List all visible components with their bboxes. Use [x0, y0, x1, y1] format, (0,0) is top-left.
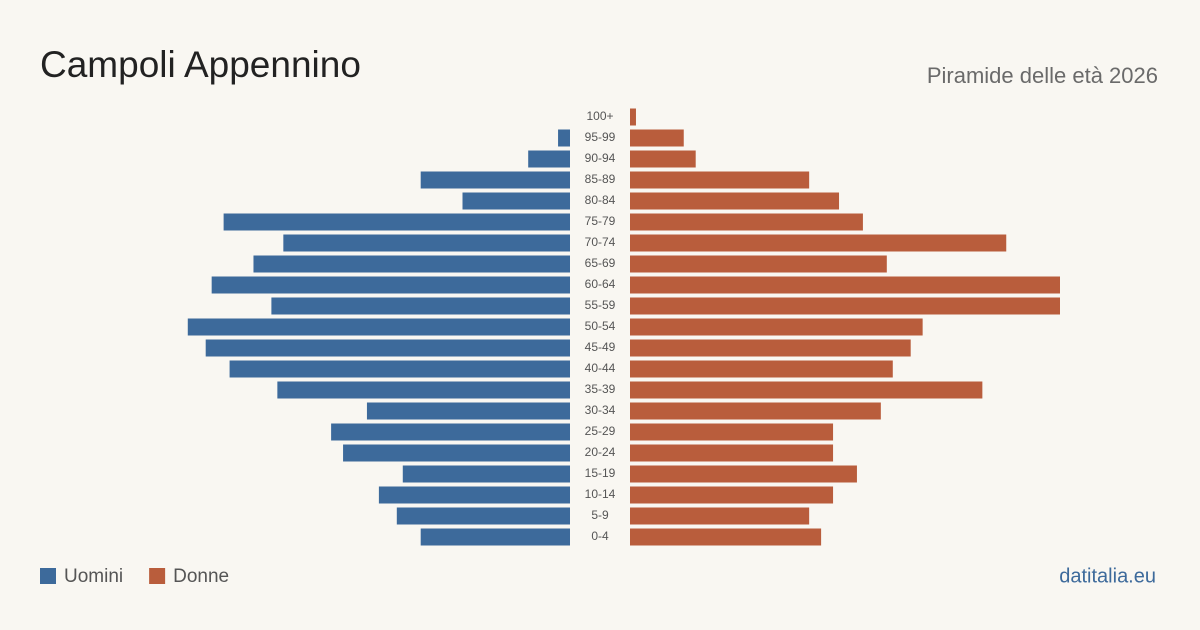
bar-men — [396, 507, 570, 525]
bar-women — [630, 192, 840, 210]
bar-women — [630, 297, 1060, 315]
chart-subtitle: Piramide delle età 2026 — [927, 63, 1158, 88]
age-label: 60-64 — [585, 277, 616, 291]
bar-men — [205, 339, 570, 357]
bar-women — [630, 486, 834, 504]
age-label: 20-24 — [585, 445, 616, 459]
bar-women — [630, 507, 810, 525]
bar-men — [229, 360, 571, 378]
age-label: 40-44 — [585, 361, 616, 375]
bar-women — [630, 465, 857, 483]
bar-women — [630, 423, 834, 441]
bar-women — [630, 339, 911, 357]
bar-men — [277, 381, 570, 399]
bar-men — [366, 402, 570, 420]
bar-men — [283, 234, 570, 252]
bar-men — [187, 318, 570, 336]
bar-women — [630, 150, 696, 168]
legend-swatch — [149, 568, 166, 584]
bar-men — [558, 129, 570, 147]
bar-men — [253, 255, 570, 273]
age-label: 55-59 — [585, 298, 616, 312]
age-label: 5-9 — [591, 508, 609, 522]
age-label: 85-89 — [585, 172, 616, 186]
bar-men — [402, 465, 570, 483]
age-label: 90-94 — [585, 151, 616, 165]
age-label: 65-69 — [585, 256, 616, 270]
age-label: 80-84 — [585, 193, 616, 207]
bar-women — [630, 234, 1007, 252]
bar-men — [343, 444, 570, 462]
bar-men — [528, 150, 570, 168]
bar-men — [331, 423, 570, 441]
bar-men — [420, 528, 570, 546]
age-label: 25-29 — [585, 424, 616, 438]
bar-women — [630, 213, 863, 231]
bar-women — [630, 381, 983, 399]
age-label: 75-79 — [585, 214, 616, 228]
bar-women — [630, 444, 834, 462]
legend-swatch — [40, 568, 56, 584]
bar-men — [420, 171, 570, 189]
bar-women — [630, 255, 887, 273]
age-label: 50-54 — [585, 319, 616, 333]
legend-label: Donne — [173, 566, 229, 587]
bar-men — [462, 192, 570, 210]
age-label: 10-14 — [585, 487, 616, 501]
age-label: 15-19 — [585, 466, 616, 480]
legend-label: Uomini — [64, 566, 123, 587]
bar-women — [630, 318, 923, 336]
bar-women — [630, 402, 881, 420]
bar-men — [211, 276, 570, 294]
age-label: 35-39 — [585, 382, 616, 396]
chart-title: Campoli Appennino — [40, 44, 361, 85]
age-label: 95-99 — [585, 130, 616, 144]
age-label: 0-4 — [591, 529, 609, 543]
bar-women — [630, 129, 684, 147]
bar-women — [630, 108, 636, 126]
age-label: 30-34 — [585, 403, 616, 417]
bar-women — [630, 528, 822, 546]
age-label: 45-49 — [585, 340, 616, 354]
bar-men — [378, 486, 570, 504]
bar-men — [271, 297, 570, 315]
age-label: 70-74 — [585, 235, 616, 249]
bar-women — [630, 276, 1060, 294]
bar-women — [630, 171, 810, 189]
age-label: 100+ — [586, 109, 613, 123]
bar-men — [223, 213, 570, 231]
source: datitalia.eu — [1059, 565, 1156, 587]
bar-women — [630, 360, 893, 378]
